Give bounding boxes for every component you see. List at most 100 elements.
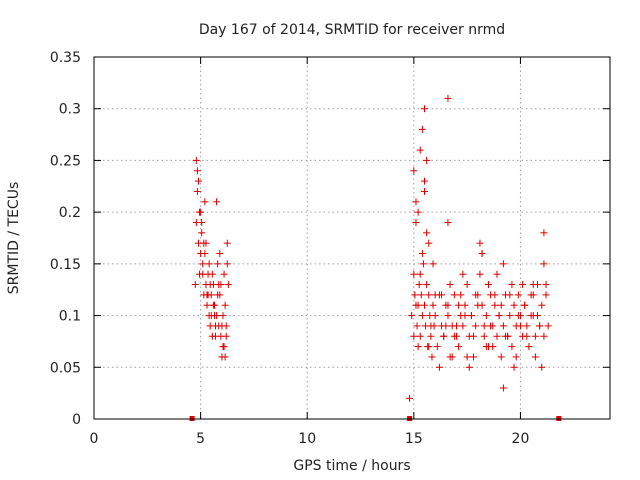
data-point [199,260,207,268]
data-point [412,218,420,226]
data-point [213,312,221,320]
data-point [199,270,207,278]
data-point [425,291,433,299]
y-tick-labels: 0 0.05 0.1 0.15 0.2 0.25 0.3 0.35 [50,50,81,428]
data-point [491,291,499,299]
data-point [191,281,199,289]
data-point [472,322,480,330]
data-point [212,332,220,340]
data-point [523,322,531,330]
data-point [215,322,223,330]
data-point [497,301,505,309]
data-points [191,94,552,402]
data-point [482,343,490,351]
data-point [444,94,452,102]
data-point [420,177,428,185]
data-point [499,322,507,330]
data-point [457,291,465,299]
data-point [519,281,527,289]
data-point [423,156,431,164]
data-point [497,353,505,361]
plot-frame [93,56,611,420]
data-point [219,312,227,320]
data-point [192,156,200,164]
data-point [420,187,428,195]
y-tick-label: 0.25 [50,153,81,169]
data-point [418,125,426,133]
y-tick-label: 0.2 [59,205,81,221]
data-point [476,239,484,247]
data-point [482,312,490,320]
data-point [219,343,227,351]
data-point [418,250,426,258]
data-point [423,229,431,237]
data-point [461,312,469,320]
data-point [480,332,488,340]
data-point [440,332,448,340]
data-point [461,301,469,309]
data-point [224,281,232,289]
data-point [542,281,550,289]
data-point [413,322,421,330]
data-point [438,291,446,299]
data-point [444,312,452,320]
data-point [540,229,548,237]
data-point [452,322,460,330]
data-point [220,270,228,278]
data-point [206,281,214,289]
data-point [470,353,478,361]
data-point [214,291,222,299]
data-point [223,260,231,268]
data-point [429,260,437,268]
data-point [193,167,201,175]
data-point [433,343,441,351]
data-point [417,291,425,299]
y-tick-label: 0.15 [50,257,81,273]
data-point [489,343,497,351]
data-point [420,301,428,309]
data-point [435,363,443,371]
data-point [428,353,436,361]
data-point [221,301,229,309]
grid-layer [94,57,610,419]
data-point [210,301,218,309]
data-point [474,301,482,309]
data-point [521,301,529,309]
data-point [467,312,475,320]
data-point [493,332,501,340]
data-point [465,363,473,371]
data-point [205,260,213,268]
data-point [512,353,520,361]
data-point [455,301,463,309]
data-point [470,332,478,340]
data-point [425,343,433,351]
data-point [540,260,548,268]
data-point [499,384,507,392]
data-point [412,198,420,206]
data-point [510,301,518,309]
data-point [414,208,422,216]
x-tick-label: 15 [405,431,423,447]
chart-title: Day 167 of 2014, SRMTID for receiver nrm… [199,22,505,38]
data-point [408,312,416,320]
data-point [542,291,550,299]
x-axis-label: GPS time / hours [293,458,410,474]
data-point [544,322,552,330]
data-point [197,250,205,258]
data-point [455,343,463,351]
data-point [508,281,516,289]
data-point [410,332,418,340]
data-point [444,301,452,309]
data-point [200,239,208,247]
data-point [431,312,439,320]
data-point [193,187,201,195]
data-point [416,270,424,278]
data-point [196,208,204,216]
data-point [442,322,450,330]
data-point [216,250,224,258]
data-point [523,332,531,340]
data-point [427,332,435,340]
data-point [411,291,419,299]
data-point [527,291,535,299]
